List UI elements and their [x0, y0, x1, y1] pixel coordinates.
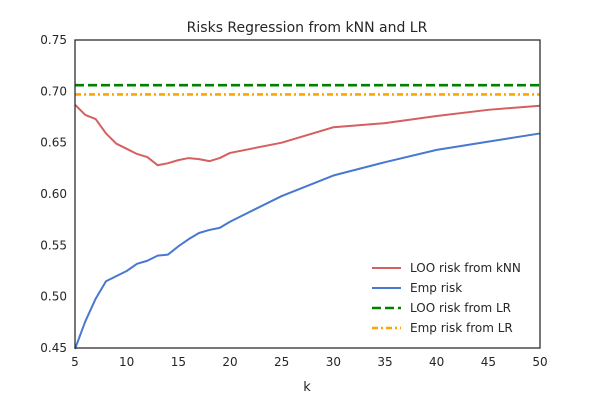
legend-label-emp-risk-from-lr: Emp risk from LR [410, 321, 513, 335]
x-axis-label: k [303, 380, 311, 395]
y-tick-label: 0.50 [40, 290, 67, 304]
x-tick-label: 15 [171, 355, 186, 369]
series-layer [74, 83, 541, 350]
y-tick-label: 0.60 [40, 187, 67, 201]
x-axis: 5 10 15 20 25 30 35 40 45 50 [71, 355, 547, 369]
x-tick-label: 35 [377, 355, 392, 369]
x-tick-label: 40 [429, 355, 444, 369]
legend-label-loo-risk-from-knn: LOO risk from kNN [410, 261, 521, 275]
legend-label-emp-risk: Emp risk [410, 281, 462, 295]
y-axis: 0.45 0.50 0.55 0.60 0.65 0.70 0.75 [40, 33, 67, 355]
x-tick-label: 10 [119, 355, 134, 369]
chart-title: Risks Regression from kNN and LR [187, 20, 428, 36]
legend: LOO risk from kNN Emp risk LOO risk from L… [372, 261, 521, 335]
x-tick-label: 25 [274, 355, 289, 369]
series-line-emp-risk [74, 132, 541, 350]
x-tick-label: 20 [222, 355, 237, 369]
plot-frame [74, 39, 541, 349]
x-tick-label: 50 [532, 355, 547, 369]
y-tick-label: 0.45 [40, 341, 67, 355]
x-tick-label: 45 [481, 355, 496, 369]
plot-background [75, 40, 540, 348]
y-tick-label: 0.70 [40, 84, 67, 98]
plot-area [75, 40, 540, 348]
x-tick-label: 30 [326, 355, 341, 369]
y-tick-label: 0.65 [40, 136, 67, 150]
y-tick-label: 0.75 [40, 33, 67, 47]
legend-label-loo-risk-from-lr: LOO risk from LR [410, 301, 511, 315]
y-tick-label: 0.55 [40, 238, 67, 252]
x-tick-label: 5 [71, 355, 79, 369]
series-line-loo-risk-from-knn [74, 103, 541, 167]
